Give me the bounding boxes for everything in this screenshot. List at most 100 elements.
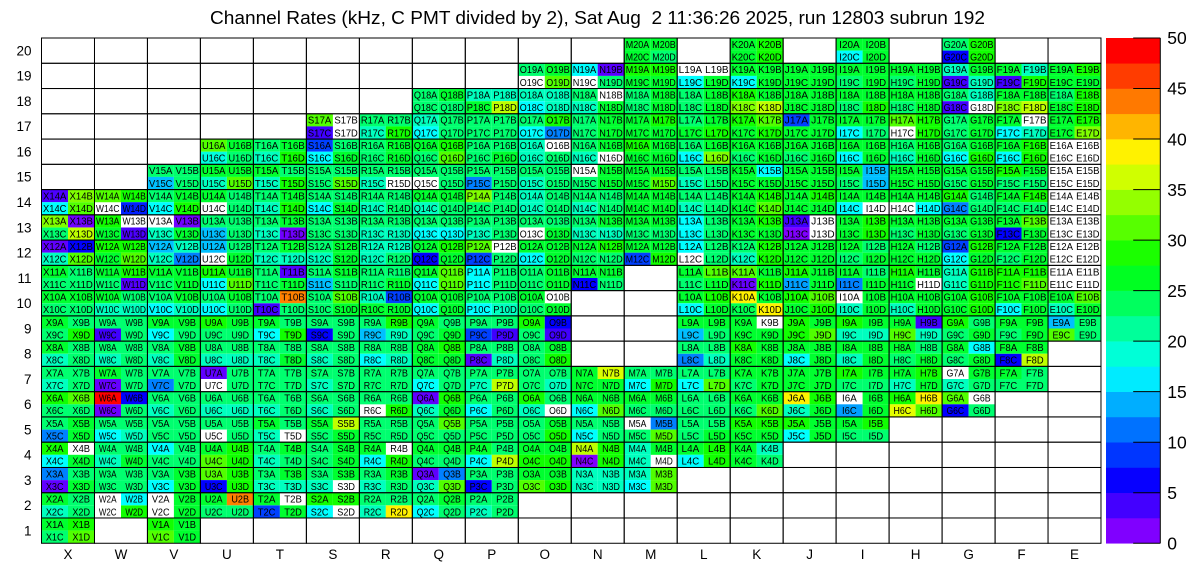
svg-text:W14C: W14C [96, 204, 119, 215]
svg-text:S14A: S14A [308, 192, 332, 203]
svg-text:O16B: O16B [546, 141, 570, 152]
svg-text:J10B: J10B [811, 293, 835, 304]
svg-text:15: 15 [16, 170, 31, 185]
svg-text:M20A: M20A [626, 40, 650, 51]
svg-text:S13B: S13B [334, 217, 358, 228]
svg-text:H19A: H19A [891, 65, 915, 76]
svg-text:L15C: L15C [679, 179, 702, 190]
svg-text:H8C: H8C [893, 356, 911, 367]
svg-text:K18B: K18B [758, 90, 782, 101]
svg-text:L19A: L19A [679, 65, 703, 76]
svg-text:K16D: K16D [758, 154, 781, 165]
svg-text:L18A: L18A [679, 90, 703, 101]
svg-text:H6D: H6D [920, 406, 938, 417]
svg-text:F9C: F9C [999, 330, 1017, 341]
svg-text:P18C: P18C [467, 103, 490, 114]
svg-text:L10C: L10C [679, 305, 702, 316]
svg-text:P17A: P17A [467, 116, 491, 127]
svg-text:Q10C: Q10C [414, 305, 437, 316]
svg-text:T11C: T11C [255, 280, 278, 291]
svg-text:I12A: I12A [839, 242, 860, 253]
svg-text:O7D: O7D [549, 381, 567, 392]
svg-text:R10D: R10D [387, 305, 410, 316]
svg-text:E12B: E12B [1076, 242, 1100, 253]
svg-text:W3B: W3B [125, 469, 143, 480]
svg-text:V5B: V5B [178, 419, 196, 430]
svg-text:U5A: U5A [205, 419, 223, 430]
svg-text:W7D: W7D [125, 381, 143, 392]
svg-text:Q3C: Q3C [417, 482, 435, 493]
svg-text:H17B: H17B [917, 116, 941, 127]
svg-text:E12A: E12A [1050, 242, 1074, 253]
svg-text:O8D: O8D [549, 356, 567, 367]
svg-text:O11C: O11C [520, 280, 543, 291]
svg-text:T13C: T13C [255, 229, 278, 240]
svg-text:O18A: O18A [520, 90, 544, 101]
svg-text:S2A: S2A [311, 495, 329, 506]
svg-text:N3C: N3C [576, 482, 594, 493]
svg-text:G19A: G19A [944, 65, 968, 76]
svg-text:V4B: V4B [178, 444, 196, 455]
svg-text:O12A: O12A [520, 242, 544, 253]
svg-text:U10D: U10D [229, 305, 252, 316]
svg-text:K7D: K7D [761, 381, 779, 392]
svg-text:H15B: H15B [917, 166, 941, 177]
svg-text:V7C: V7C [152, 381, 170, 392]
svg-text:11: 11 [17, 271, 31, 286]
svg-text:X14A: X14A [43, 192, 67, 203]
svg-text:H: H [911, 547, 921, 562]
svg-text:P15D: P15D [493, 179, 516, 190]
svg-text:V15D: V15D [176, 179, 199, 190]
svg-text:X12A: X12A [43, 242, 67, 253]
svg-text:P13A: P13A [467, 217, 491, 228]
svg-text:P7D: P7D [496, 381, 514, 392]
svg-text:H13D: H13D [917, 229, 940, 240]
svg-text:W6A: W6A [99, 394, 117, 405]
svg-text:P11B: P11B [493, 267, 517, 278]
svg-text:G13C: G13C [944, 229, 967, 240]
svg-text:K13A: K13A [732, 217, 756, 228]
svg-text:U13D: U13D [229, 229, 252, 240]
svg-text:H19D: H19D [917, 78, 940, 89]
svg-text:W8C: W8C [99, 356, 117, 367]
svg-text:W9C: W9C [99, 330, 117, 341]
svg-text:K15C: K15C [732, 179, 755, 190]
svg-text:M3C: M3C [629, 482, 647, 493]
svg-text:U14D: U14D [229, 204, 252, 215]
svg-text:P9D: P9D [496, 330, 514, 341]
svg-text:W6C: W6C [99, 406, 117, 417]
svg-text:V4C: V4C [152, 457, 170, 468]
svg-text:X8D: X8D [72, 356, 90, 367]
svg-text:K4A: K4A [735, 444, 753, 455]
svg-text:S3D: S3D [337, 482, 355, 493]
svg-text:25: 25 [1167, 281, 1186, 301]
svg-text:W11C: W11C [96, 280, 119, 291]
svg-text:L7C: L7C [682, 381, 700, 392]
svg-text:K14B: K14B [758, 192, 782, 203]
svg-text:K: K [752, 547, 761, 562]
svg-text:F16A: F16A [997, 141, 1021, 152]
svg-text:T16A: T16A [255, 141, 279, 152]
svg-text:I16D: I16D [866, 154, 886, 165]
svg-text:K9D: K9D [761, 330, 779, 341]
svg-text:Q11C: Q11C [414, 280, 437, 291]
svg-text:J9B: J9B [814, 318, 832, 329]
svg-text:W14D: W14D [123, 204, 146, 215]
svg-text:K20B: K20B [758, 40, 782, 51]
svg-text:W4D: W4D [125, 457, 143, 468]
svg-text:R9C: R9C [364, 330, 382, 341]
svg-text:X3D: X3D [72, 482, 90, 493]
svg-text:S14B: S14B [334, 192, 358, 203]
svg-text:6: 6 [24, 397, 32, 412]
svg-text:E12D: E12D [1076, 255, 1099, 266]
svg-text:L9C: L9C [682, 330, 700, 341]
svg-text:I15B: I15B [866, 166, 887, 177]
svg-text:R2A: R2A [364, 495, 382, 506]
svg-text:O16A: O16A [520, 141, 544, 152]
svg-text:X13C: X13C [43, 229, 66, 240]
svg-text:G11B: G11B [970, 267, 994, 278]
svg-text:14: 14 [16, 195, 32, 210]
svg-text:P15A: P15A [467, 166, 491, 177]
svg-text:H11A: H11A [891, 267, 915, 278]
svg-text:O5C: O5C [523, 432, 541, 443]
